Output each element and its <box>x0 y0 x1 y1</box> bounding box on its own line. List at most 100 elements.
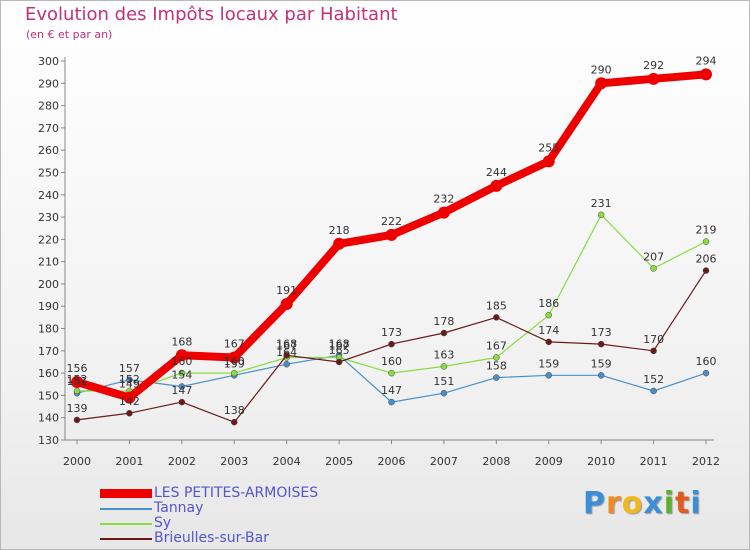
data-label: 168 <box>276 337 297 350</box>
data-point <box>388 398 395 406</box>
data-label: 191 <box>276 284 297 297</box>
logo-letter: x <box>643 486 664 521</box>
data-point <box>440 389 448 397</box>
data-label: 160 <box>696 355 717 368</box>
series-brieulles-sur-bar <box>73 267 710 426</box>
data-label: 290 <box>591 63 612 76</box>
legend-swatch <box>100 489 152 498</box>
data-label: 168 <box>329 337 350 350</box>
legend-label: Tannay <box>154 500 204 516</box>
data-point <box>700 68 712 81</box>
legend-label: Brieulles-sur-Bar <box>154 530 269 546</box>
y-tick-label: 160 <box>38 367 59 380</box>
chart-subtitle: (en € et par an) <box>26 28 113 41</box>
x-tick-label: 2001 <box>115 455 143 468</box>
chart-title: Evolution des Impôts locaux par Habitant <box>25 4 398 25</box>
legend-label: LES PETITES-ARMOISES <box>154 485 319 501</box>
data-point <box>178 369 186 377</box>
y-tick-label: 130 <box>38 434 59 447</box>
y-tick-label: 220 <box>38 233 59 246</box>
data-point <box>73 416 81 424</box>
data-label: 231 <box>591 197 612 210</box>
data-label: 232 <box>433 193 454 206</box>
data-point <box>333 237 346 250</box>
data-point <box>280 298 293 311</box>
data-label: 152 <box>119 373 140 386</box>
y-tick-label: 190 <box>38 300 59 313</box>
data-point <box>545 311 552 319</box>
series-les-petites-armoises <box>71 68 712 404</box>
legend-swatch <box>100 508 152 510</box>
series-sy <box>73 211 710 395</box>
data-label: 165 <box>329 344 350 357</box>
data-point <box>178 383 186 390</box>
legend-swatch <box>100 538 152 540</box>
y-tick-label: 210 <box>38 256 59 269</box>
data-label: 138 <box>224 404 245 417</box>
data-label: 167 <box>486 340 507 353</box>
logo-letter: i <box>663 486 676 521</box>
data-point <box>73 387 81 395</box>
data-point <box>231 418 238 426</box>
data-point <box>650 387 657 395</box>
x-tick-label: 2011 <box>640 455 668 468</box>
data-label: 147 <box>171 384 192 397</box>
data-point <box>490 179 503 192</box>
legend-swatch <box>100 523 152 525</box>
data-label: 160 <box>381 355 402 368</box>
data-label: 218 <box>329 224 350 237</box>
y-tick-label: 300 <box>38 55 59 68</box>
data-point <box>283 360 290 368</box>
y-tick-label: 230 <box>38 211 59 224</box>
axes: 130 140 150 160 170 180 190 200 210 220 230 240 250 2… <box>38 55 720 468</box>
data-label: 157 <box>119 362 140 375</box>
data-label: 255 <box>538 141 559 154</box>
data-label: 167 <box>276 340 297 353</box>
y-tick-label: 140 <box>38 412 59 425</box>
data-point <box>650 265 657 272</box>
data-label: 154 <box>171 368 192 381</box>
data-label: 173 <box>591 326 612 339</box>
y-tick-label: 250 <box>38 166 59 179</box>
data-label: 158 <box>486 360 507 373</box>
y-tick-label: 270 <box>38 122 59 135</box>
data-label: 167 <box>329 340 350 353</box>
y-tick-label: 280 <box>38 100 59 113</box>
data-label: 244 <box>486 166 507 179</box>
data-label: 294 <box>696 54 717 67</box>
x-tick-label: 2009 <box>535 455 563 468</box>
logo-letter: i <box>690 486 702 521</box>
data-point <box>175 349 188 362</box>
x-tick-label: 2006 <box>378 455 406 468</box>
x-tick-label: 2003 <box>220 455 248 468</box>
data-point <box>647 72 660 85</box>
data-label: 167 <box>224 338 245 351</box>
data-label: 139 <box>67 402 88 415</box>
data-point <box>388 369 395 377</box>
x-tick-label: 2002 <box>168 455 196 468</box>
data-label: 151 <box>433 375 454 388</box>
x-tick-label: 2010 <box>587 455 615 468</box>
data-point <box>493 374 500 381</box>
logo-letter: t <box>675 486 691 521</box>
y-tick-label: 180 <box>38 323 59 336</box>
y-tick-label: 290 <box>38 77 59 90</box>
data-point <box>283 352 290 359</box>
data-point <box>126 376 133 384</box>
data-label: 222 <box>381 215 402 228</box>
data-label: 159 <box>224 357 245 370</box>
data-label: 186 <box>538 297 559 310</box>
data-label: 159 <box>538 357 559 370</box>
data-point <box>702 369 710 377</box>
data-point <box>126 409 133 417</box>
data-label: 164 <box>276 346 297 359</box>
data-point <box>650 347 657 355</box>
data-point <box>440 329 448 337</box>
data-label: 152 <box>643 373 664 386</box>
data-point <box>437 206 450 219</box>
data-label: 151 <box>67 375 88 388</box>
x-tick-label: 2005 <box>325 455 353 468</box>
x-tick-label: 2007 <box>430 455 458 468</box>
